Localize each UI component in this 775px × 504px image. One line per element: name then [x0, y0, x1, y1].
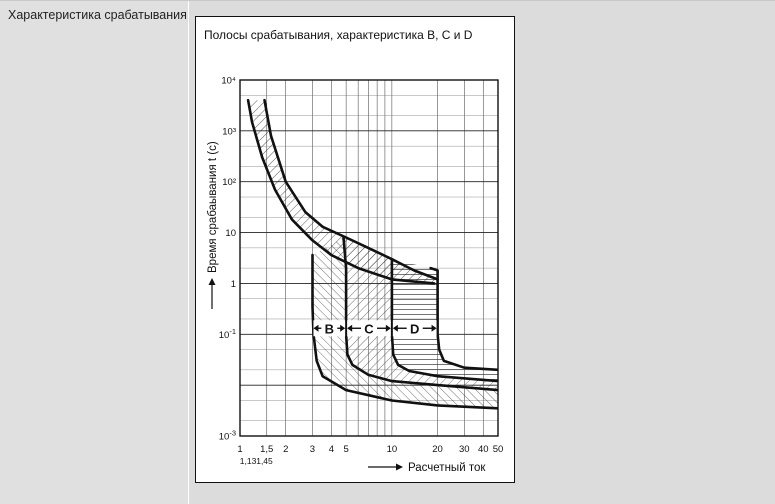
- x-tick-labels: 1 1,5 2 3 4 5 10 20 30 40 50 1,13 1,45: [237, 444, 503, 466]
- row-label-cell: Характеристика срабатывания: [0, 1, 188, 504]
- y-tick-labels: 10-3 10-1 1 10 10² 10³ 10⁴: [219, 76, 236, 443]
- band-name-c: C: [364, 321, 374, 336]
- band-label-c: C: [347, 320, 391, 337]
- chart-title: Полосы срабатывания, характеристика B, C…: [204, 28, 473, 42]
- x-tick-label-extra: 1,45: [256, 456, 273, 466]
- row-label: Характеристика срабатывания: [8, 8, 187, 22]
- band-label-bg: [392, 320, 437, 337]
- band-arrow-right-head: [431, 324, 437, 332]
- trip-characteristic-figure: Полосы срабатывания, характеристика B, C…: [195, 16, 515, 483]
- x-tick-label: 40: [478, 444, 489, 455]
- trip-characteristic-chart: Полосы срабатывания, характеристика B, C…: [204, 28, 503, 474]
- band-arrow-left-head: [313, 324, 319, 332]
- curve-B-lower-trip: [311, 253, 498, 410]
- y-tick-label: 1: [231, 279, 236, 290]
- y-axis-label-group: Время срабаывания t (с): [207, 141, 219, 309]
- y-tick-label: 10⁴: [221, 76, 236, 87]
- chart-curves: [246, 98, 498, 410]
- curve-D-trip: [390, 257, 498, 383]
- top-rule: [0, 0, 775, 1]
- y-tick-label: 10²: [222, 177, 236, 188]
- x-axis-label: Расчетный ток: [408, 462, 486, 474]
- curve-C-trip: [342, 236, 498, 392]
- band-label-bg: [313, 320, 346, 337]
- x-axis-arrow-head: [396, 463, 403, 471]
- y-axis-label: Время срабаывания t (с): [207, 141, 219, 273]
- y-tick-label: 10-3: [219, 429, 236, 443]
- y-tick-label: 10: [225, 228, 236, 239]
- x-axis-label-group: Расчетный ток: [368, 462, 486, 474]
- band-name-d: D: [410, 321, 419, 336]
- x-tick-label: 30: [459, 444, 470, 455]
- x-tick-label: 1,5: [260, 444, 273, 455]
- x-tick-label: 10: [387, 444, 398, 455]
- x-tick-label: 3: [310, 444, 315, 455]
- y-tick-label: 10³: [222, 126, 236, 137]
- curve-D-upper-trip: [429, 266, 498, 372]
- band-arrow-left-head: [347, 324, 353, 332]
- x-tick-label: 50: [493, 444, 504, 455]
- y-axis-arrow-head: [208, 278, 216, 285]
- band-arrow-right-head: [340, 324, 346, 332]
- band-label-bg: [347, 320, 391, 337]
- x-tick-label-extra: 1,13: [240, 456, 257, 466]
- x-tick-label: 1: [237, 444, 242, 455]
- x-tick-label: 20: [432, 444, 443, 455]
- band-label-d: D: [392, 320, 437, 337]
- x-tick-label: 4: [329, 444, 334, 455]
- x-tick-label: 2: [283, 444, 288, 455]
- band-arrow-left-head: [392, 324, 398, 332]
- band-label-b: B: [313, 320, 346, 337]
- curve-thermal-upper: [263, 98, 439, 281]
- band-arrow-right-head: [385, 324, 391, 332]
- curve-thermal-lower: [246, 98, 436, 285]
- x-tick-label: 5: [343, 444, 348, 455]
- band-name-b: B: [325, 321, 334, 336]
- band-labels: B C D: [313, 320, 437, 337]
- y-tick-label: 10-1: [219, 327, 236, 341]
- band-fill-d: [391, 259, 498, 382]
- column-separator: [188, 1, 189, 504]
- plot-frame: [239, 79, 499, 437]
